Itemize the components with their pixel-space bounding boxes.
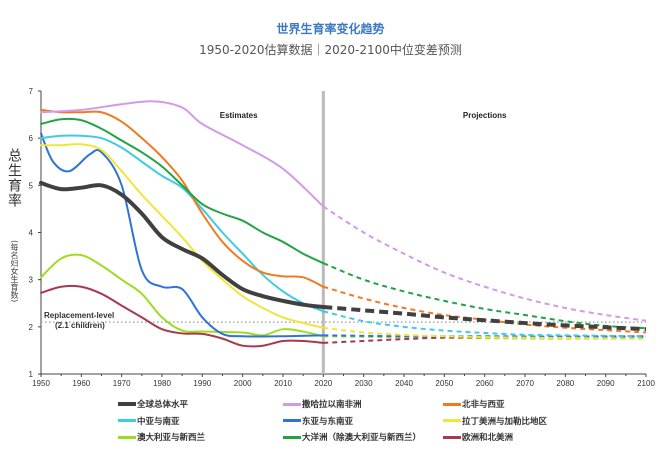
legend-item: 全球总体水平 — [118, 398, 188, 410]
y-tick-label: 1 — [29, 370, 34, 379]
legend-swatch — [283, 419, 301, 422]
y-axis-sublabel: (每名妇女生育数) — [10, 240, 19, 303]
legend-label: 撒哈拉以南非洲 — [302, 400, 362, 410]
legend-label: 北非与西亚 — [462, 400, 505, 410]
y-tick-label: 4 — [29, 229, 34, 238]
legend-item: 北非与西亚 — [443, 398, 505, 410]
series-estimate-line — [40, 108, 325, 288]
series-projection-line — [323, 305, 647, 332]
legend-swatch — [283, 435, 301, 439]
series-estimate-line — [40, 100, 325, 208]
series-estimate-line — [39, 180, 326, 310]
y-tick-label: 2 — [29, 323, 34, 332]
y-tick-label: 3 — [29, 276, 34, 285]
series-projection-line — [323, 310, 647, 338]
legend-swatch — [118, 435, 136, 439]
x-tick-label: 2040 — [395, 379, 413, 388]
projections-label: Projections — [463, 111, 507, 120]
replacement-sublabel: (2.1 children) — [55, 321, 105, 330]
legend-label: 东亚与东南亚 — [302, 416, 354, 427]
x-tick-label: 2020 — [314, 379, 332, 388]
series-projection-line — [323, 326, 647, 340]
x-tick-label: 1990 — [193, 379, 211, 388]
legend-label: 中亚与南亚 — [137, 416, 180, 427]
legend-label: 全球总体水平 — [137, 400, 189, 410]
estimates-label: Estimates — [220, 111, 258, 120]
x-tick-label: 2030 — [355, 379, 373, 388]
legend-swatch — [443, 402, 461, 406]
series-projection-line — [323, 335, 647, 344]
legend-item: 撒哈拉以南非洲 — [283, 398, 362, 410]
chart-title: 世界生育率变化趋势 — [276, 22, 385, 36]
x-tick-label: 2050 — [435, 379, 453, 388]
series-projection-line — [322, 262, 647, 330]
replacement-label: Replacement-level — [44, 311, 114, 320]
legend-swatch — [118, 419, 136, 422]
series-estimate-line — [40, 284, 325, 348]
legend-item: 澳大利亚与新西兰 — [118, 431, 205, 443]
legend-label: 大洋洲（除澳大利亚与新西兰） — [302, 433, 422, 443]
legend-item: 拉丁美洲与加勒比地区 — [443, 415, 547, 427]
legend-item: 欧洲和北美洲 — [443, 431, 513, 443]
y-tick-label: 7 — [29, 87, 34, 96]
x-tick-label: 2100 — [637, 379, 655, 388]
x-tick-label: 1960 — [72, 379, 90, 388]
x-tick-label: 2060 — [476, 379, 494, 388]
legend-item: 中亚与南亚 — [118, 415, 180, 427]
series-projection-line — [322, 205, 647, 322]
x-tick-label: 1950 — [32, 379, 50, 388]
legend-item: 大洋洲（除澳大利亚与新西兰） — [283, 431, 421, 443]
legend-item: 东亚与东南亚 — [283, 415, 353, 427]
x-tick-label: 2010 — [274, 379, 292, 388]
legend-swatch — [443, 419, 461, 422]
x-tick-label: 1980 — [153, 379, 171, 388]
series-estimate-line — [40, 132, 325, 338]
series-estimate-line — [40, 117, 325, 265]
series-estimate-line — [40, 143, 325, 329]
x-tick-label: 1970 — [113, 379, 131, 388]
y-tick-label: 5 — [29, 181, 34, 190]
chart-subtitle: 1950-2020估算数据｜2020-2100中位变差预测 — [199, 43, 462, 57]
x-tick-label: 2080 — [556, 379, 574, 388]
y-tick-label: 6 — [29, 134, 34, 143]
legend-swatch — [118, 402, 136, 406]
legend-label: 拉丁美洲与加勒比地区 — [462, 416, 548, 427]
legend-label: 澳大利亚与新西兰 — [137, 433, 206, 443]
legend-swatch — [283, 402, 301, 406]
legend-swatch — [443, 435, 461, 439]
series-estimate-line — [40, 134, 325, 313]
y-axis-label: 总生育率 — [6, 148, 22, 208]
x-tick-label: 2070 — [516, 379, 534, 388]
series-projection-line — [323, 334, 647, 338]
x-tick-label: 2090 — [597, 379, 615, 388]
x-tick-label: 2000 — [234, 379, 252, 388]
legend-label: 欧洲和北美洲 — [462, 433, 514, 443]
series-estimate-line — [40, 253, 325, 338]
